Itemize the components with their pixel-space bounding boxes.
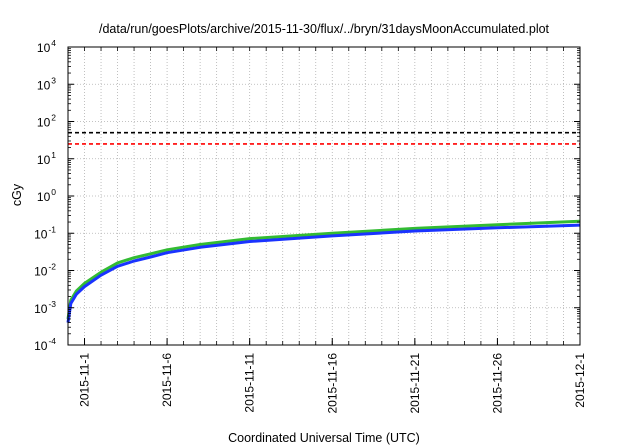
x-tick-label: 2015-11-26	[490, 353, 504, 414]
y-tick-label: 10-4	[34, 336, 56, 353]
x-tick-label: 2015-11-1	[78, 353, 92, 407]
grid	[68, 47, 580, 345]
y-tick-label: 10-1	[34, 224, 56, 241]
x-tick-label: 2015-12-1	[573, 353, 587, 408]
y-axis-label: cGy	[10, 183, 24, 206]
y-tick-label: 102	[37, 113, 56, 130]
series-lines	[66, 219, 581, 323]
x-axis-label: Coordinated Universal Time (UTC)	[228, 431, 420, 445]
y-tick-label: 10-3	[34, 299, 56, 316]
y-tick-label: 10-2	[34, 262, 56, 279]
y-tick-label: 101	[37, 150, 56, 167]
reference-lines	[68, 131, 580, 145]
y-tick-label: 103	[37, 75, 56, 92]
chart-title: /data/run/goesPlots/archive/2015-11-30/f…	[99, 22, 550, 36]
x-tick-label: 2015-11-11	[243, 353, 257, 413]
x-tick-label: 2015-11-16	[325, 353, 339, 414]
series-line	[66, 219, 581, 320]
x-tick-label: 2015-11-21	[408, 353, 422, 414]
y-tick-label: 104	[37, 38, 56, 55]
x-tick-label: 2015-11-6	[160, 353, 174, 407]
y-tick-label: 100	[37, 187, 56, 204]
y-axis-ticks: 10-4 10-3 10-2 10-1 100 101 102 103 104	[34, 38, 580, 353]
x-axis-ticks: 2015-11-1 2015-11-6 2015-11-11 2015-11-16 20…	[78, 47, 587, 414]
series-line	[66, 223, 581, 323]
